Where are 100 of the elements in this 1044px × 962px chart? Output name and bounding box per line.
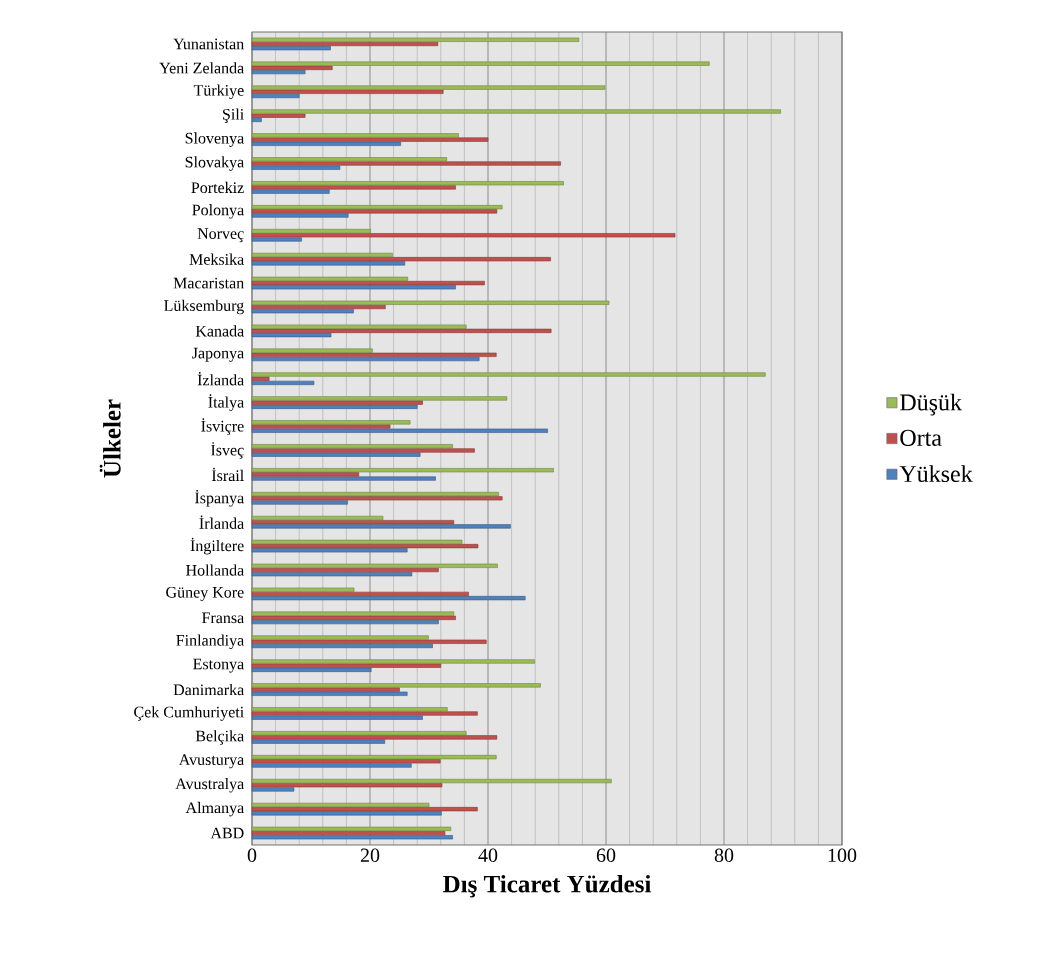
- y-tick-label: Lüksemburg: [164, 299, 244, 315]
- bar: [251, 157, 447, 162]
- legend-label: Yüksek: [899, 465, 973, 483]
- y-tick-label: Türkiye: [193, 84, 244, 100]
- bar: [251, 496, 503, 501]
- bar: [251, 93, 300, 99]
- bar: [251, 830, 446, 836]
- y-tick-label: İngiltere: [190, 537, 244, 555]
- bar: [251, 285, 456, 290]
- bar: [251, 133, 459, 138]
- y-tick-label: Çek Cumhuriyeti: [134, 706, 244, 721]
- bar: [251, 619, 439, 625]
- bar: [251, 591, 469, 597]
- y-tick-label: Meksika: [189, 253, 244, 265]
- y-tick-label: İsviçre: [201, 418, 244, 435]
- bar: [251, 520, 455, 525]
- bar: [251, 452, 421, 457]
- y-tick-label: İtalya: [208, 394, 244, 411]
- bar: [251, 476, 436, 481]
- bar: [251, 611, 455, 616]
- y-tick-label: Finlandiya: [176, 634, 244, 650]
- y-tick-label: Danimarka: [173, 683, 244, 696]
- bar: [251, 252, 393, 258]
- y-tick-label: Slovenya: [185, 132, 244, 147]
- bar: [251, 468, 554, 473]
- y-tick-label: Kanada: [195, 325, 244, 337]
- bar: [251, 348, 373, 353]
- bar: [251, 109, 781, 114]
- bar: [251, 567, 439, 573]
- y-tick-label: Portekiz: [191, 181, 244, 194]
- bar: [251, 89, 444, 94]
- bar: [251, 667, 372, 672]
- bar: [251, 539, 463, 545]
- bar: [251, 731, 467, 736]
- bar: [251, 280, 485, 286]
- bar: [251, 185, 456, 190]
- y-tick-label: Slovakya: [185, 156, 244, 171]
- bar: [251, 572, 413, 577]
- bar: [251, 683, 541, 688]
- bar: [251, 352, 497, 357]
- bar: [251, 372, 766, 377]
- bar: [251, 643, 433, 649]
- bar: [251, 715, 423, 720]
- bar: [251, 304, 386, 310]
- bar: [251, 213, 349, 218]
- x-tick-label: 20: [360, 848, 380, 863]
- y-tick-label: Güney Kore: [166, 586, 244, 601]
- bar: [251, 424, 391, 429]
- y-tick-label: İrlanda: [199, 515, 244, 529]
- bar: [251, 663, 442, 668]
- x-tick-label: 40: [478, 848, 498, 863]
- bar: [251, 300, 610, 305]
- bar: [251, 209, 498, 214]
- bar: [251, 691, 408, 696]
- y-tick-label: Norveç: [197, 228, 244, 243]
- legend-label: Düşük: [900, 393, 963, 416]
- bar: [251, 137, 489, 142]
- y-tick-label: İsrail: [211, 467, 244, 482]
- bar: [251, 635, 429, 640]
- y-tick-label: Japonya: [192, 347, 244, 362]
- y-tick-label: Hollanda: [186, 564, 244, 576]
- bar: [251, 587, 355, 592]
- bar: [251, 46, 331, 51]
- bar: [251, 61, 710, 66]
- bar: [251, 205, 503, 210]
- bar: [251, 113, 306, 118]
- x-tick-label: 80: [714, 848, 734, 863]
- y-tick-label: Almanya: [185, 801, 244, 817]
- y-tick-label: ABD: [210, 827, 244, 839]
- bar: [251, 400, 423, 405]
- bar: [251, 328, 552, 333]
- bar: [251, 233, 676, 238]
- bar: [251, 491, 499, 497]
- bar: [251, 807, 478, 812]
- y-tick-label: Estonya: [193, 658, 244, 673]
- bar: [251, 181, 564, 186]
- bar: [251, 735, 498, 740]
- bar: [251, 257, 551, 262]
- bar: [251, 161, 561, 166]
- bar: [251, 420, 411, 425]
- bar: [251, 261, 406, 266]
- legend-label: Orta: [900, 429, 942, 446]
- bar: [251, 755, 497, 760]
- bar: [251, 324, 467, 329]
- bar: [251, 548, 408, 553]
- y-tick-label: İspanya: [195, 489, 244, 507]
- bar: [251, 117, 262, 122]
- bar: [251, 639, 487, 644]
- bar: [251, 444, 453, 449]
- bar: [251, 333, 332, 338]
- bar: [251, 85, 606, 90]
- y-tick-label: Yeni Zelanda: [159, 62, 244, 74]
- bar: [251, 428, 548, 433]
- bar: [251, 500, 348, 505]
- bar: [251, 711, 478, 716]
- y-tick-label: Yunanistan: [173, 38, 244, 50]
- x-tick-label: 100: [828, 848, 857, 863]
- bar: [251, 802, 430, 808]
- bar: [251, 659, 535, 664]
- x-axis-title: Dış Ticaret Yüzdesi: [443, 874, 652, 898]
